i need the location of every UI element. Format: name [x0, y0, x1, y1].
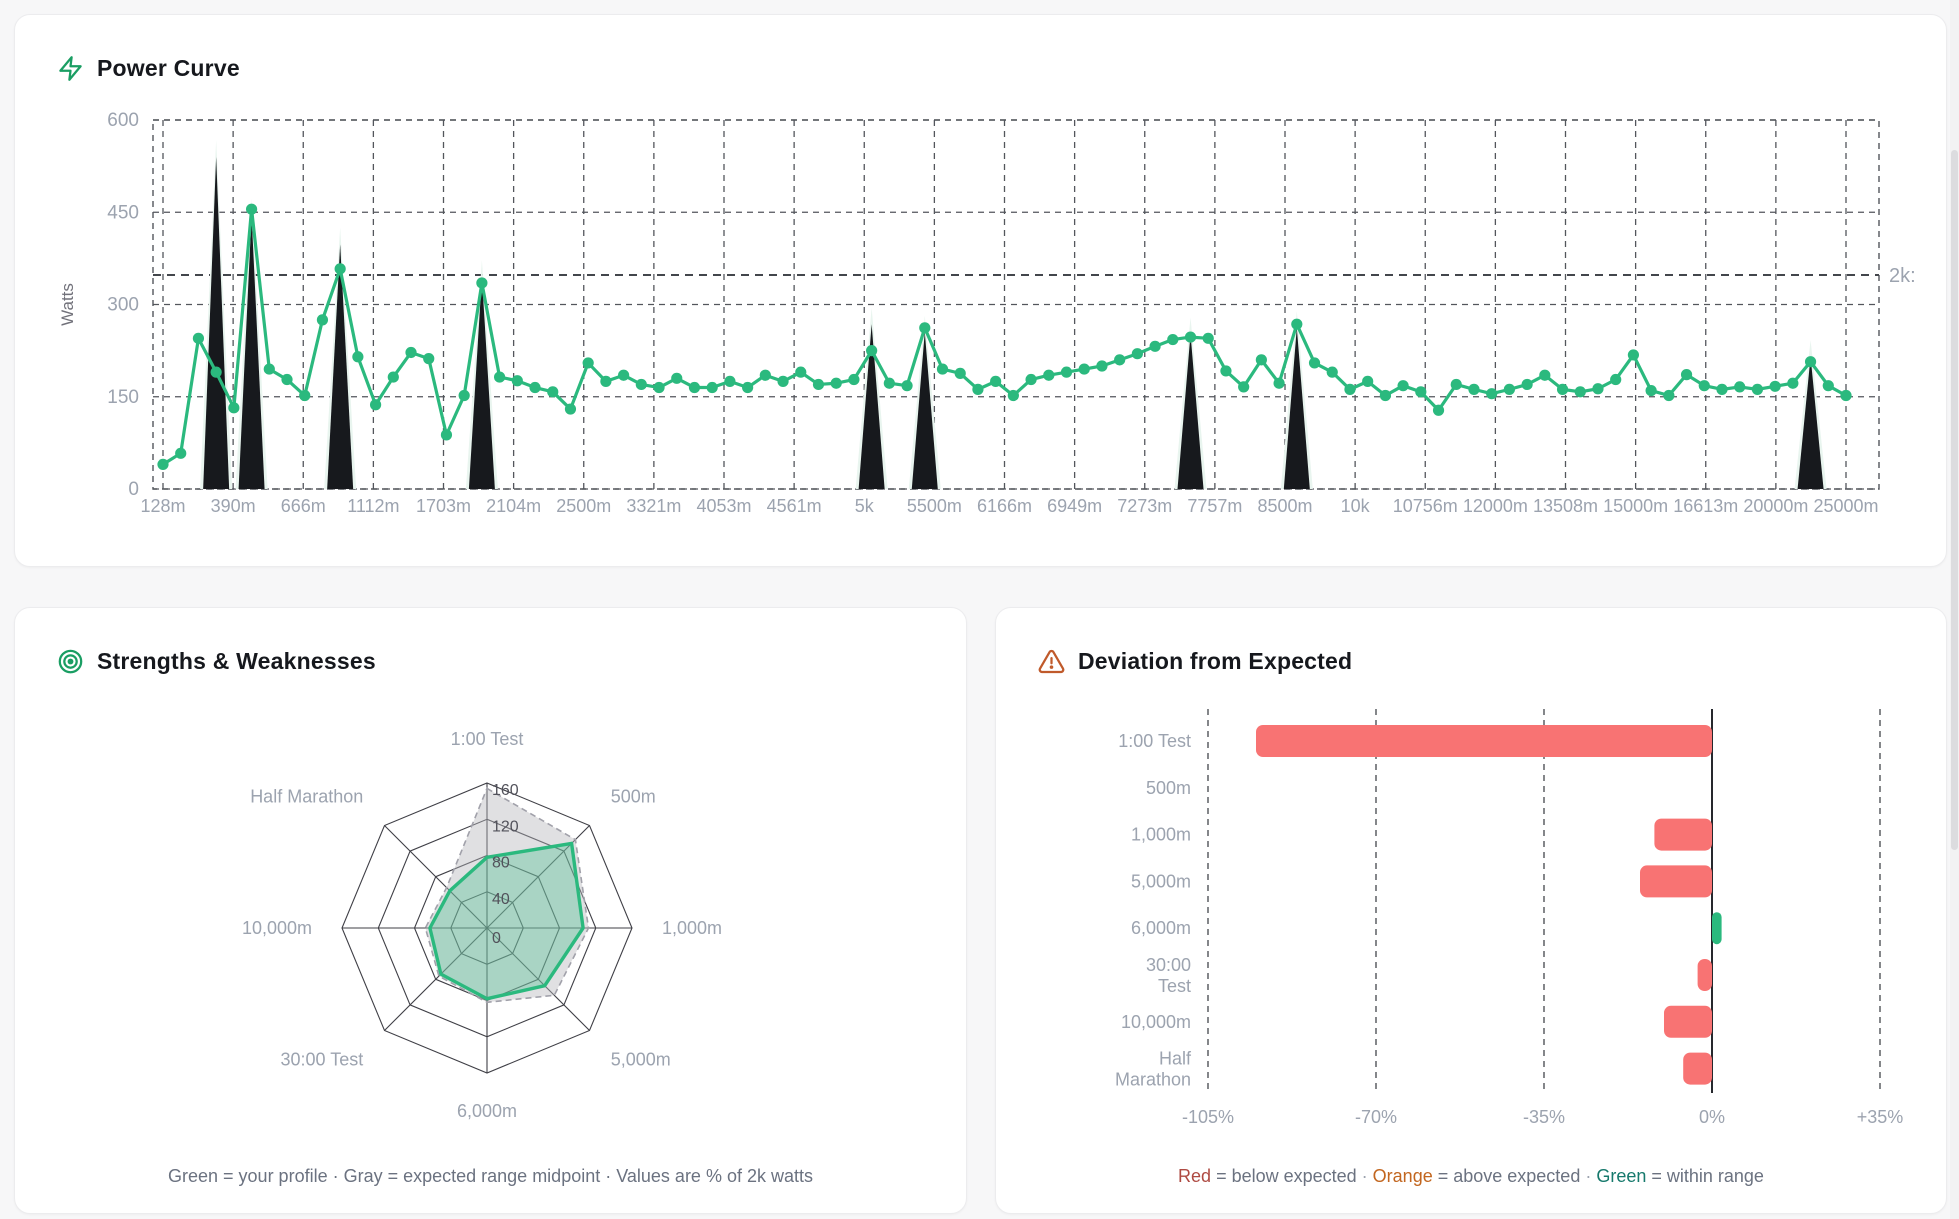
svg-text:6949m: 6949m: [1047, 496, 1102, 516]
svg-text:666m: 666m: [281, 496, 326, 516]
legend-part: = above expected: [1432, 1166, 1581, 1186]
svg-text:5,000m: 5,000m: [611, 1050, 671, 1070]
power-curve-chart: 0 150 300 450 600 128m 390m 666m 1112m 1703m 2104m…: [58, 110, 1916, 516]
radar-header: Strengths & Weaknesses: [57, 648, 376, 675]
svg-text:Marathon: Marathon: [1115, 1070, 1191, 1090]
page-scrollbar[interactable]: [1950, 0, 1959, 1219]
legend-part: Red: [1178, 1166, 1212, 1186]
radar-caption: Green = your profile · Gray = expected r…: [168, 1166, 813, 1186]
lightning-icon: [57, 55, 84, 82]
svg-text:Watts: Watts: [58, 283, 77, 326]
svg-text:6,000m: 6,000m: [457, 1101, 517, 1121]
svg-text:30:00: 30:00: [1146, 955, 1191, 975]
svg-text:-35%: -35%: [1523, 1107, 1565, 1127]
svg-text:2104m: 2104m: [486, 496, 541, 516]
legend-part: Orange: [1372, 1166, 1433, 1186]
scrollbar-thumb[interactable]: [1951, 150, 1958, 850]
warning-icon: [1038, 648, 1065, 675]
svg-text:7273m: 7273m: [1117, 496, 1172, 516]
svg-text:5,000m: 5,000m: [1131, 871, 1191, 891]
svg-text:-70%: -70%: [1355, 1107, 1397, 1127]
svg-text:2k:: 2k:: [1889, 265, 1916, 287]
svg-text:1:00 Test: 1:00 Test: [1118, 731, 1191, 751]
svg-text:16613m: 16613m: [1673, 496, 1738, 516]
svg-text:12000m: 12000m: [1463, 496, 1528, 516]
deviation-legend: Red = below expected · Orange = above ex…: [996, 1166, 1946, 1187]
svg-text:160: 160: [492, 782, 519, 799]
deviation-chart: -105% -70% -35% 0% +35% 1:00 Test 500m 1,000m 5,…: [1115, 709, 1904, 1127]
legend-part: ·: [1580, 1166, 1597, 1186]
svg-text:6,000m: 6,000m: [1131, 918, 1191, 938]
svg-text:4053m: 4053m: [696, 496, 751, 516]
svg-text:5k: 5k: [855, 496, 875, 516]
svg-text:10,000m: 10,000m: [242, 918, 312, 938]
radar-chart: 0 40 80 120 160 1:00 Test 500m 1,000m 5,000m 6,00…: [242, 729, 722, 1121]
svg-text:1112m: 1112m: [347, 496, 399, 516]
svg-text:0: 0: [128, 479, 139, 500]
deviation-header: Deviation from Expected: [1038, 648, 1352, 675]
svg-text:10,000m: 10,000m: [1121, 1012, 1191, 1032]
svg-text:300: 300: [107, 295, 139, 316]
svg-text:5500m: 5500m: [907, 496, 962, 516]
svg-text:+35%: +35%: [1857, 1107, 1904, 1127]
svg-text:Half Marathon: Half Marathon: [250, 786, 363, 806]
svg-text:20000m: 20000m: [1743, 496, 1808, 516]
svg-text:120: 120: [492, 818, 519, 835]
svg-text:0: 0: [492, 930, 501, 947]
svg-text:Test: Test: [1158, 976, 1191, 996]
svg-text:150: 150: [107, 387, 139, 408]
svg-text:390m: 390m: [211, 496, 256, 516]
svg-text:10756m: 10756m: [1393, 496, 1458, 516]
svg-text:500m: 500m: [1146, 778, 1191, 798]
svg-text:13508m: 13508m: [1533, 496, 1598, 516]
svg-text:1703m: 1703m: [416, 496, 471, 516]
svg-text:15000m: 15000m: [1603, 496, 1668, 516]
svg-text:2500m: 2500m: [556, 496, 611, 516]
power-curve-header: Power Curve: [57, 55, 240, 82]
legend-part: Green: [1596, 1166, 1647, 1186]
svg-text:128m: 128m: [140, 496, 185, 516]
svg-text:8500m: 8500m: [1257, 496, 1312, 516]
svg-text:3321m: 3321m: [626, 496, 681, 516]
svg-text:40: 40: [492, 891, 510, 908]
svg-text:80: 80: [492, 855, 510, 872]
power-curve-title: Power Curve: [97, 55, 240, 81]
legend-part: = below expected: [1211, 1166, 1357, 1186]
svg-text:Half: Half: [1159, 1049, 1192, 1069]
strengths-weaknesses-card: Strengths & Weaknesses 0 40 80 120 160 1:00 T…: [14, 607, 967, 1214]
svg-text:0%: 0%: [1699, 1107, 1725, 1127]
svg-text:500m: 500m: [611, 786, 656, 806]
svg-text:30:00 Test: 30:00 Test: [281, 1050, 364, 1070]
legend-part: ·: [1356, 1166, 1373, 1186]
svg-text:1:00 Test: 1:00 Test: [451, 729, 524, 749]
legend-part: = within range: [1646, 1166, 1764, 1186]
deviation-title: Deviation from Expected: [1078, 648, 1353, 674]
radar-title: Strengths & Weaknesses: [97, 648, 376, 674]
svg-text:4561m: 4561m: [767, 496, 822, 516]
svg-text:-105%: -105%: [1182, 1107, 1234, 1127]
svg-text:7757m: 7757m: [1187, 496, 1242, 516]
svg-text:1,000m: 1,000m: [662, 918, 722, 938]
power-curve-card: Power Curve 0 150 300 450 600 128m 390m 666m 111…: [14, 14, 1947, 567]
svg-text:600: 600: [107, 110, 139, 131]
target-icon: [57, 648, 84, 675]
svg-text:1,000m: 1,000m: [1131, 825, 1191, 845]
deviation-card: Deviation from Expected -105% -70% -35% 0% +…: [995, 607, 1947, 1214]
svg-text:10k: 10k: [1341, 496, 1371, 516]
svg-text:450: 450: [107, 202, 139, 223]
svg-text:25000m: 25000m: [1813, 496, 1878, 516]
svg-text:6166m: 6166m: [977, 496, 1032, 516]
